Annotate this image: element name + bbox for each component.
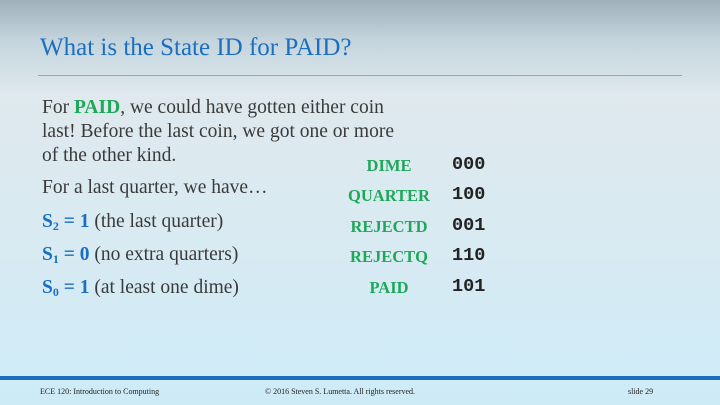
paragraph-line-3: of the other kind. bbox=[42, 145, 177, 166]
bit-description: (the last quarter) bbox=[89, 211, 224, 232]
bit-description: (no extra quarters) bbox=[89, 244, 239, 265]
bit-line-s0: S0 = 1 (at least one dime) bbox=[42, 276, 239, 304]
slide-title: What is the State ID for PAID? bbox=[40, 34, 352, 61]
state-code-dime: 000 bbox=[452, 154, 486, 175]
state-name-dime: DIME bbox=[366, 156, 412, 175]
title-divider bbox=[38, 75, 682, 76]
bit-variable: S2 = 1 bbox=[42, 211, 90, 233]
state-code-paid: 101 bbox=[452, 276, 486, 297]
quarter-line: For a last quarter, we have… bbox=[42, 177, 268, 198]
state-code-quarter: 100 bbox=[452, 184, 486, 205]
footer-slide-number: slide 29 bbox=[628, 387, 654, 396]
text-segment: , we could have gotten either coin bbox=[120, 97, 384, 118]
state-name-quarter: QUARTER bbox=[348, 186, 430, 205]
footer-copyright: © 2016 Steven S. Lumetta. All rights res… bbox=[265, 387, 416, 396]
bit-variable: S0 = 1 bbox=[42, 277, 90, 299]
state-code-rejectq: 110 bbox=[452, 245, 486, 266]
bit-variable: S1 = 0 bbox=[42, 244, 90, 266]
bit-line-s2: S2 = 1 (the last quarter) bbox=[42, 210, 223, 238]
state-name-paid: PAID bbox=[369, 278, 409, 297]
paragraph-line-2: last! Before the last coin, we got one o… bbox=[42, 121, 394, 142]
paid-keyword: PAID bbox=[73, 97, 121, 118]
state-code-rejectd: 001 bbox=[452, 215, 486, 236]
bit-description: (at least one dime) bbox=[89, 277, 239, 298]
bit-line-s1: S1 = 0 (no extra quarters) bbox=[42, 243, 238, 271]
footer-divider bbox=[0, 376, 720, 380]
state-name-rejectd: REJECTD bbox=[350, 217, 428, 236]
paragraph-line-1: For PAID, we could have gotten either co… bbox=[42, 96, 384, 120]
state-name-rejectq: REJECTQ bbox=[350, 247, 428, 266]
text-segment: For bbox=[42, 97, 74, 118]
footer-course: ECE 120: Introduction to Computing bbox=[40, 387, 160, 396]
